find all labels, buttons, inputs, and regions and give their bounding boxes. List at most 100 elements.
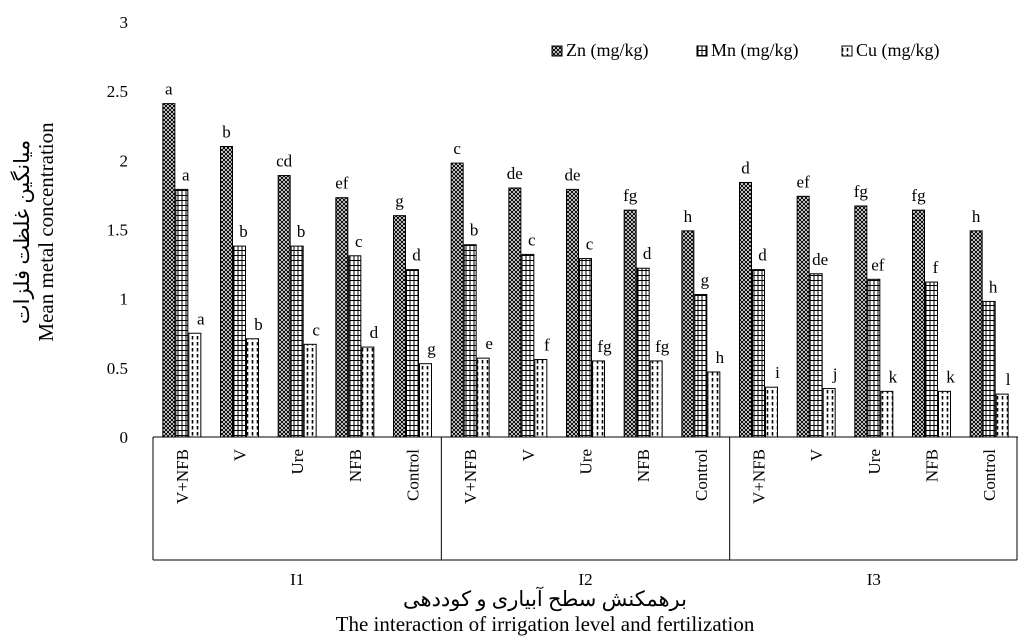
bar-cross <box>854 205 868 438</box>
y-tick-label: 2 <box>120 151 129 170</box>
significance-label: h <box>972 207 981 226</box>
bar-cross <box>796 195 810 438</box>
bar-cross <box>739 181 752 438</box>
bar-grid <box>982 300 996 438</box>
significance-label: a <box>165 80 173 99</box>
bar-grid <box>925 281 938 438</box>
group-label: I2 <box>578 570 592 589</box>
x-tick-label: NFB <box>346 449 365 482</box>
x-axis-title: The interaction of irrigation level and … <box>336 612 755 636</box>
x-tick-label: V <box>807 448 826 461</box>
group-label: I1 <box>290 570 304 589</box>
significance-label: j <box>832 365 838 384</box>
bar-cross <box>623 209 637 438</box>
bar-grid <box>579 258 592 438</box>
significance-label: ef <box>797 172 811 191</box>
bar-dash <box>303 343 317 438</box>
bar-grid <box>694 294 708 438</box>
significance-label: h <box>684 207 693 226</box>
bar-dash <box>246 338 259 438</box>
significance-label: fg <box>623 186 638 205</box>
significance-label: fg <box>911 186 926 205</box>
significance-label: e <box>485 334 493 353</box>
significance-label: h <box>716 348 725 367</box>
significance-label: fg <box>655 337 670 356</box>
x-axis-title-fa: برهمکنش سطح آبیاری و کوددهی <box>403 585 687 612</box>
y-axis-title-fa: میانگین غلظت فلزات <box>10 140 35 324</box>
significance-label: c <box>453 139 461 158</box>
significance-label: c <box>528 230 536 249</box>
y-tick-label: 0 <box>120 428 129 447</box>
bar-dash <box>765 386 778 438</box>
bar-dash <box>534 359 548 438</box>
bar-cross <box>681 230 695 438</box>
group-label: I3 <box>867 570 881 589</box>
bar-dash <box>188 332 202 438</box>
bar-grid <box>406 269 419 438</box>
bar-cross <box>566 188 579 438</box>
bar-dash <box>476 357 490 438</box>
legend-entry: Zn (mg/kg) <box>566 40 649 61</box>
significance-label: ef <box>871 255 885 274</box>
bar-grid <box>636 267 650 438</box>
bar-dash <box>995 393 1009 438</box>
x-tick-label: Control <box>404 449 423 501</box>
legend-swatch <box>841 45 853 57</box>
bar-dash <box>938 390 951 438</box>
bar-grid <box>809 273 823 438</box>
bar-grid <box>290 245 304 438</box>
bar-dash <box>592 360 605 438</box>
significance-label: d <box>412 246 421 265</box>
legend-swatch <box>696 45 708 57</box>
bar-grid <box>233 245 246 438</box>
bar-cross <box>220 146 233 438</box>
bar-dash <box>880 390 894 438</box>
bar-cross <box>162 103 176 438</box>
significance-label: g <box>395 192 404 211</box>
x-axis: V+NFB V Ure NFB Control V+NFB V Ure NFB Control V+… <box>152 436 1018 589</box>
significance-label: d <box>741 158 750 177</box>
significance-label: g <box>701 271 710 290</box>
significance-label: ef <box>335 174 349 193</box>
bar-dash <box>649 360 663 438</box>
significance-label: d <box>758 246 767 265</box>
y-tick-label: 2.5 <box>107 82 128 101</box>
significance-label: g <box>427 340 436 359</box>
x-tick-label: Control <box>980 449 999 501</box>
significance-label: i <box>775 363 780 382</box>
legend-swatch <box>551 45 563 57</box>
x-tick-label: Ure <box>288 449 307 474</box>
y-tick-label: 0.5 <box>107 359 128 378</box>
bar-grid <box>463 244 477 438</box>
y-tick-label: 1.5 <box>107 221 128 240</box>
significance-label: f <box>544 336 550 355</box>
bar-cross <box>969 230 983 438</box>
significance-label: b <box>470 221 479 240</box>
significance-label: d <box>370 323 379 342</box>
x-tick-label: V <box>519 448 538 461</box>
legend-entry: Cu (mg/kg) <box>856 40 940 61</box>
bar-dash <box>361 346 375 438</box>
significance-label: b <box>239 222 248 241</box>
significance-label: l <box>1006 370 1011 389</box>
bar-grid <box>175 188 189 438</box>
bars <box>162 103 1009 438</box>
significance-label: c <box>312 320 320 339</box>
bar-cross <box>393 215 406 438</box>
significance-label: c <box>586 235 594 254</box>
legend-entry: Mn (mg/kg) <box>711 40 799 61</box>
y-axis-title: Mean metal concentration <box>34 122 58 342</box>
significance-label: k <box>889 367 898 386</box>
significance-label: b <box>254 315 263 334</box>
bar-grid <box>752 269 765 438</box>
significance-label: b <box>222 123 231 142</box>
bar-cross <box>912 209 925 438</box>
bar-dash <box>419 363 432 438</box>
significance-label: a <box>182 165 190 184</box>
bar-dash <box>822 388 836 438</box>
bar-cross <box>450 162 464 438</box>
x-tick-label: NFB <box>923 449 942 482</box>
significance-label: cd <box>276 152 293 171</box>
significance-label: b <box>297 222 306 241</box>
